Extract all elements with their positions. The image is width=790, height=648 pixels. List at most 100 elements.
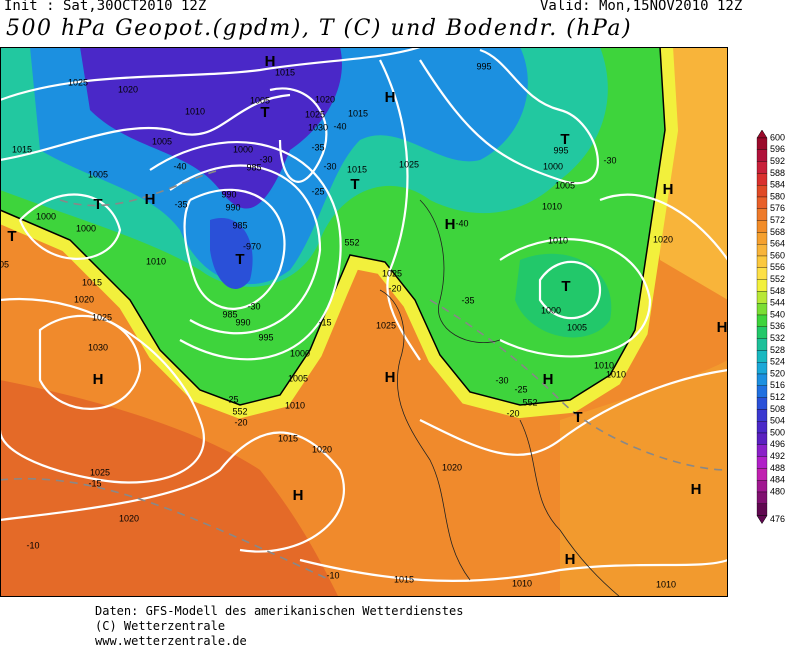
colorbar-swatch: [756, 421, 768, 434]
colorbar-label: 508: [770, 404, 785, 414]
colorbar-swatch: [756, 196, 768, 209]
footer-line: Daten: GFS-Modell des amerikanischen Wet…: [95, 604, 464, 618]
colorbar-swatch: [756, 444, 768, 457]
colorbar-swatch: [756, 350, 768, 363]
isoline-label: -20: [506, 408, 519, 418]
colorbar-label: 488: [770, 463, 785, 473]
colorbar-label: 516: [770, 380, 785, 390]
colorbar-label: 500: [770, 427, 785, 437]
colorbar-label: 584: [770, 180, 785, 190]
pressure-center: T: [7, 228, 16, 245]
map-frame: [0, 47, 728, 597]
colorbar-swatch: [756, 397, 768, 410]
colorbar-label: 492: [770, 451, 785, 461]
colorbar-swatch: [756, 267, 768, 280]
isoline-label: -15: [318, 317, 331, 327]
isoline-label: 1005: [567, 322, 587, 332]
isoline-label: -40: [455, 218, 468, 228]
colorbar-label: 596: [770, 144, 785, 154]
colorbar-swatch: [756, 220, 768, 233]
pressure-center: H: [717, 319, 728, 336]
isoline-label: 990: [221, 189, 236, 199]
isoline-label: 1015: [12, 144, 32, 154]
colorbar-swatch: [756, 456, 768, 469]
isoline-label: 1025: [92, 312, 112, 322]
colorbar-label: 544: [770, 298, 785, 308]
isoline-label: 1020: [442, 462, 462, 472]
isoline-label: 995: [553, 145, 568, 155]
colorbar-swatch: [756, 303, 768, 316]
isoline-label: -10: [26, 540, 39, 550]
isoline-label: 1010: [656, 579, 676, 589]
isobars: [0, 47, 728, 582]
colorbar-swatch: [756, 503, 768, 516]
colorbar-swatch: [756, 291, 768, 304]
isoline-label: 1010: [285, 400, 305, 410]
isoline-label: 995: [258, 332, 273, 342]
pressure-center: T: [573, 409, 582, 426]
isoline-label: -35: [174, 199, 187, 209]
isoline-label: 1010: [185, 106, 205, 116]
colorbar-label: 552: [770, 274, 785, 284]
isoline-label: 1020: [74, 294, 94, 304]
colorbar-swatch: [756, 480, 768, 493]
colorbar-swatch: [756, 279, 768, 292]
isoline-label: 985: [232, 220, 247, 230]
isoline-label: 1015: [394, 574, 414, 584]
isoline-label: 990: [225, 202, 240, 212]
colorbar-swatch: [756, 314, 768, 327]
isoline-label: 1010: [606, 369, 626, 379]
isoline-label: 1010: [594, 360, 614, 370]
colorbar-swatch: [756, 244, 768, 257]
colorbar-swatch: [756, 362, 768, 375]
colorbar-label: 520: [770, 368, 785, 378]
isoline-label: -25: [514, 384, 527, 394]
isoline-label: 1025: [382, 268, 402, 278]
colorbar-label: 532: [770, 333, 785, 343]
isoline-label: 1010: [548, 235, 568, 245]
isoline-label: 05: [0, 259, 9, 269]
colorbar-label: 560: [770, 250, 785, 260]
coastlines: [379, 199, 621, 597]
colorbar-swatch: [756, 338, 768, 351]
isoline-label: 1000: [541, 305, 561, 315]
colorbar-label: 580: [770, 191, 785, 201]
isoline-label: -10: [326, 570, 339, 580]
isoline-label: 1000: [290, 348, 310, 358]
pressure-center: H: [385, 369, 396, 386]
init-time: Init : Sat,30OCT2010 12Z: [4, 0, 207, 14]
colorbar-label: 512: [770, 392, 785, 402]
map-field: [0, 47, 728, 597]
colorbar-label: 556: [770, 262, 785, 272]
isoline-label: -30: [603, 155, 616, 165]
pressure-center: H: [93, 371, 104, 388]
colorbar-label: 484: [770, 475, 785, 485]
pressure-center: T: [350, 176, 359, 193]
isoline-label: 1015: [275, 67, 295, 77]
colorbar-swatch: [756, 208, 768, 221]
isoline-label: -20: [388, 283, 401, 293]
colorbar-label: 572: [770, 215, 785, 225]
isoline-label: -30: [259, 154, 272, 164]
isoline-label: 1010: [542, 201, 562, 211]
colorbar-swatch: [756, 385, 768, 398]
colorbar-label: 548: [770, 286, 785, 296]
isoline-label: 1010: [146, 256, 166, 266]
isoline-label: -40: [173, 161, 186, 171]
isoline-label: 552: [522, 397, 537, 407]
isoline-label: 1025: [305, 109, 325, 119]
isoline-label: 1030: [88, 342, 108, 352]
colorbar-label: 504: [770, 416, 785, 426]
colorbar-swatch: [756, 491, 768, 504]
colorbar-label: 528: [770, 345, 785, 355]
pressure-center: T: [260, 104, 269, 121]
footer-line: www.wetterzentrale.de: [95, 634, 247, 648]
colorbar-swatch: [756, 409, 768, 422]
pressure-center: T: [93, 196, 102, 213]
colorbar-label: 524: [770, 357, 785, 367]
pressure-center: H: [293, 487, 304, 504]
colorbar-arrow: [756, 515, 768, 525]
isoline-label: 1025: [90, 467, 110, 477]
isoline-label: 1015: [348, 108, 368, 118]
pressure-center: T: [561, 278, 570, 295]
